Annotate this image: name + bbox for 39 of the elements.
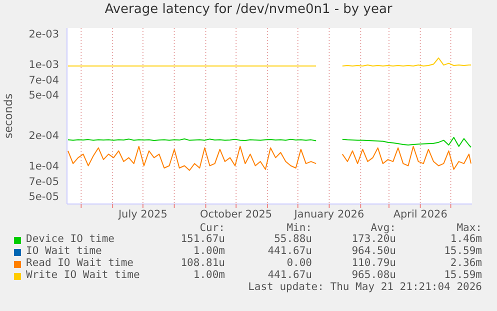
- text: Avg:: [370, 222, 396, 234]
- x-tick-label: April 2026: [393, 208, 448, 220]
- text: 965.08u: [352, 269, 396, 281]
- y-tick-label: 1e-03: [28, 58, 59, 71]
- text: 1.46m: [450, 233, 482, 245]
- y-axis-title: seconds: [2, 93, 15, 138]
- text: 1.00m: [193, 245, 225, 257]
- text: 441.67u: [268, 269, 312, 281]
- text: 15.59m: [444, 245, 482, 257]
- text: 0.00: [286, 257, 312, 269]
- text: Last update: Thu May 21 21:21:04 2026: [248, 281, 482, 293]
- x-tick-label: October 2025: [200, 208, 272, 220]
- y-tick-label: 7e-04: [28, 74, 60, 87]
- text: 1.00m: [193, 269, 225, 281]
- chart-title: Average latency for /dev/nvme0n1 - by year: [104, 2, 394, 17]
- legend-label: Write IO Wait time: [26, 269, 140, 281]
- text: 2.36m: [450, 257, 482, 269]
- text: 964.50u: [352, 245, 396, 257]
- legend-label: Read IO Wait time: [26, 257, 134, 269]
- text: 108.81u: [180, 257, 225, 269]
- text: 110.79u: [352, 257, 396, 269]
- y-tick-label: 5e-05: [28, 191, 59, 204]
- y-tick-label: 7e-05: [28, 176, 59, 188]
- text: Max:: [456, 222, 482, 234]
- text: 151.67u: [180, 233, 225, 245]
- legend-label: IO Wait time: [26, 245, 102, 257]
- text: 15.59m: [444, 269, 482, 281]
- y-tick-label: 2e-03: [28, 28, 59, 40]
- x-tick-label: July 2025: [117, 208, 168, 220]
- y-tick-label: 1e-04: [28, 160, 60, 172]
- x-tick-label: January 2026: [293, 208, 364, 220]
- text: 441.67u: [268, 245, 312, 257]
- y-tick-label: 5e-04: [28, 89, 60, 102]
- y-tick-label: 2e-04: [28, 130, 60, 142]
- text: Min:: [286, 222, 312, 234]
- text: 173.20u: [352, 233, 396, 245]
- text: Cur:: [200, 222, 225, 234]
- text: 55.88u: [274, 233, 312, 245]
- legend-label: Device IO time: [26, 233, 115, 245]
